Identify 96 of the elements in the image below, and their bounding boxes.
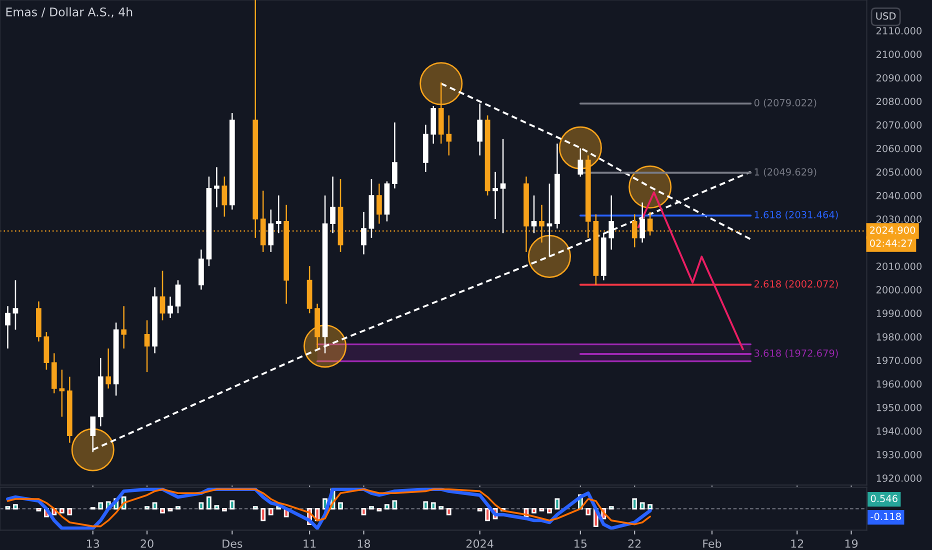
bar: [198, 502, 204, 510]
bar: [423, 501, 428, 510]
candlestick: [640, 202, 646, 244]
bar: [586, 508, 591, 516]
bar: [532, 508, 536, 514]
x-tick-label: Des: [222, 540, 242, 548]
series-label: 2.618 (2002.072): [754, 280, 838, 289]
series-label: 1.618 (2031.464): [754, 210, 838, 220]
candlestick: [106, 348, 112, 390]
y-tick-label: 1970.000: [876, 356, 922, 364]
bar: [632, 498, 638, 510]
bar: [260, 508, 266, 522]
candlestick: [5, 306, 10, 350]
bar: [206, 496, 212, 510]
y-tick-label: 2070.000: [876, 121, 922, 129]
bar: [59, 508, 64, 514]
y-tick-label: 1950.000: [876, 404, 922, 412]
bar: [430, 502, 436, 510]
bar: [98, 502, 104, 510]
point: [420, 62, 463, 106]
x-tick-label: 2024: [466, 539, 494, 548]
bar: [214, 505, 220, 510]
candlestick: [12, 280, 18, 330]
series-label: 3.618 (1972.679): [754, 349, 838, 358]
candlestick: [446, 114, 452, 156]
x-tick-label: 18: [358, 539, 370, 548]
candlestick: [546, 183, 552, 258]
candlestick: [175, 280, 181, 314]
candlestick: [168, 296, 173, 319]
text: 0.546: [870, 494, 898, 502]
bar: [554, 498, 560, 510]
candlestick: [578, 148, 584, 178]
candlestick: [144, 320, 150, 373]
y-tick-label: 2010.000: [876, 262, 922, 270]
bar: [384, 504, 390, 510]
candlestick: [121, 306, 126, 350]
y-tick-label: 2110.000: [876, 27, 922, 34]
x-tick-label: 13: [87, 539, 100, 548]
y-tick-label: 1990.000: [876, 310, 922, 318]
candlestick: [608, 194, 614, 250]
x-tick-label: 11: [304, 540, 316, 548]
candlestick: [392, 122, 398, 190]
x-tick-label: 20: [140, 539, 154, 548]
point: [71, 428, 114, 472]
candlestick: [361, 211, 366, 255]
candlestick: [492, 171, 498, 220]
y-tick-label: 2030.000: [876, 215, 922, 223]
bar: [338, 502, 343, 510]
candlestick: [531, 194, 537, 234]
y-tick-label: 1980.000: [876, 333, 922, 341]
y-tick-label: 2060.000: [876, 144, 922, 152]
bar: [361, 508, 366, 516]
candlestick: [214, 166, 220, 208]
bar: [268, 508, 274, 516]
candlestick: [59, 369, 65, 418]
y-tick-label: 1960.000: [876, 380, 922, 388]
candlestick: [222, 176, 228, 218]
bar: [640, 502, 645, 510]
y-tick-label: 2090.000: [876, 74, 922, 82]
bar: [160, 508, 165, 514]
x-tick-label: 15: [574, 540, 587, 548]
bar: [13, 504, 18, 510]
bar: [152, 502, 158, 510]
candlestick: [268, 208, 274, 253]
text: USD: [876, 12, 896, 20]
y-tick-label: 1940.000: [876, 427, 922, 435]
y-tick-label: 1930.000: [876, 450, 922, 458]
candlestick: [160, 270, 166, 321]
candlestick: [477, 102, 482, 156]
text: 02:44:27: [870, 240, 912, 247]
y-tick-label: 2080.000: [876, 98, 922, 106]
x-tick-label: 12: [791, 539, 804, 548]
text: Emas / Dollar A.S., 4h: [6, 7, 132, 18]
bar: [392, 500, 398, 510]
bar: [485, 508, 490, 522]
bar: [230, 500, 235, 510]
text: -0.118: [870, 512, 901, 520]
series-label: 0 (2079.022): [754, 98, 816, 108]
point: [528, 234, 571, 278]
bar: [446, 508, 452, 516]
candlestick: [376, 183, 382, 224]
y-tick-label: 2000.000: [876, 286, 922, 294]
x-tick-label: Feb: [703, 539, 722, 548]
bar: [648, 504, 653, 510]
ref-line-label: 2024.900: [870, 226, 916, 234]
y-tick-label: 2040.000: [876, 192, 922, 200]
y-tick-label: 1920.000: [876, 474, 922, 482]
x-tick-label: 19: [845, 539, 858, 548]
y-tick-label: 2050.000: [876, 168, 922, 176]
candlestick: [330, 176, 336, 234]
x-tick-label: 22: [628, 539, 641, 548]
y-tick-label: 2100.000: [876, 50, 922, 58]
candlestick: [276, 194, 282, 234]
series-label: 1 (2049.629): [754, 168, 816, 177]
bar: [67, 508, 72, 516]
bar: [547, 508, 552, 514]
